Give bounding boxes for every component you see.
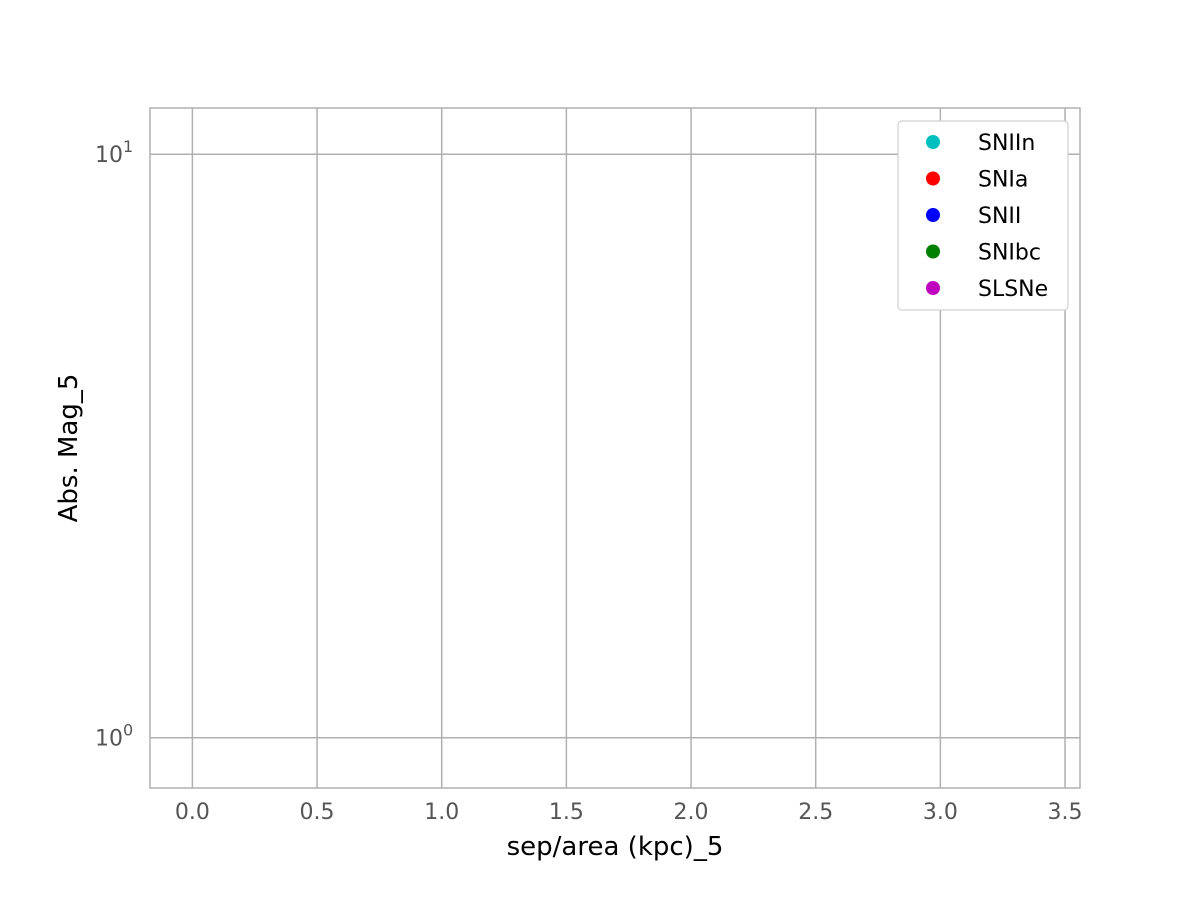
legend: SNIIn SNIa SNII SNIbc SLSNe (897, 120, 1069, 311)
x-tick-label: 3.5 (1048, 800, 1083, 825)
x-tick-label: 1.5 (549, 800, 584, 825)
x-axis-label: sep/area (kpc)_5 (507, 832, 724, 862)
y-axis-label: Abs. Mag_5 (54, 374, 84, 523)
legend-label: SNIbc (978, 241, 1041, 266)
y-tick-label: 101 (95, 137, 133, 168)
legend-marker (926, 244, 940, 259)
x-tick-label: 0.5 (300, 800, 335, 825)
legend-box (897, 120, 1069, 311)
x-tick-labels: 0.0 0.5 1.0 1.5 2.0 2.5 3.0 3.5 (175, 800, 1083, 825)
y-tick-exponent: 0 (123, 721, 133, 740)
legend-marker (926, 135, 940, 149)
plot-frame (149, 107, 1081, 789)
x-tick-label: 3.0 (923, 800, 958, 825)
legend-label: SLSNe (978, 277, 1048, 302)
y-tick-base: 10 (95, 143, 123, 168)
y-tick-base: 10 (95, 727, 123, 752)
x-tick-label: 2.0 (674, 800, 709, 825)
x-tick-label: 2.5 (798, 800, 833, 825)
x-tick-label: 1.0 (424, 800, 459, 825)
y-tick-exponent: 1 (123, 137, 133, 156)
x-tick-label: 0.0 (175, 800, 210, 825)
legend-label: SNIIn (978, 131, 1035, 156)
legend-label: SNIa (978, 168, 1028, 193)
legend-marker (926, 281, 940, 295)
legend-marker (926, 208, 940, 222)
legend-label: SNII (978, 204, 1021, 229)
y-tick-label: 100 (95, 721, 133, 752)
legend-marker (926, 171, 940, 186)
